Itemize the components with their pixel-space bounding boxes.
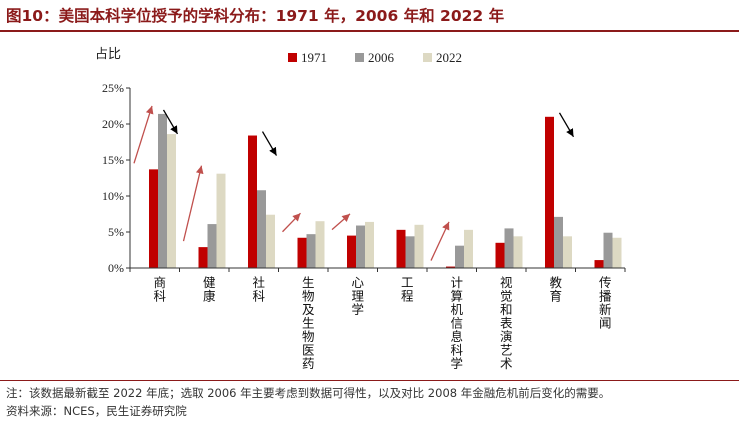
bar-2022-生物及生物医药 [315, 221, 325, 268]
x-category-label: 教育 [547, 275, 562, 303]
bar-1971-教育 [545, 116, 554, 268]
up-arrow-生物及生物医药 [282, 212, 301, 233]
x-category-label: 传播新闻 [597, 275, 612, 330]
footer-rule [0, 380, 739, 381]
down-arrow-商科 [162, 109, 179, 135]
bar-2022-传播新闻 [612, 237, 622, 268]
x-category-label: 商科 [151, 275, 166, 303]
bar-2006-传播新闻 [603, 232, 613, 268]
y-tick-label: 20% [102, 117, 124, 131]
bar-1971-健康 [198, 247, 208, 268]
up-arrow-心理学 [331, 213, 351, 231]
legend-swatch-2022 [423, 53, 432, 62]
bar-2022-计算机信息科学 [464, 229, 473, 268]
up-arrow-商科 [133, 105, 154, 164]
bars [149, 113, 622, 268]
bar-2022-健康 [216, 173, 226, 268]
y-tick-label: 25% [102, 81, 124, 95]
bar-1971-心理学 [347, 235, 356, 268]
bar-1971-工程 [396, 229, 406, 268]
bar-2022-视觉和表演艺术 [513, 236, 523, 268]
trend-arrows [133, 105, 575, 261]
y-tick-label: 10% [102, 189, 124, 203]
bar-2022-商科 [167, 134, 176, 268]
footnote: 注：该数据最新截至 2022 年底；选取 2006 年主要考虑到数据可得性，以及… [6, 386, 611, 400]
y-axis-label: 占比 [95, 47, 121, 62]
x-category-label: 健康 [201, 276, 216, 303]
x-category-label: 心理学 [349, 276, 364, 317]
bar-2006-商科 [158, 113, 167, 268]
bar-1971-社科 [248, 135, 257, 268]
bar-2006-心理学 [356, 225, 365, 268]
bar-chart: 1971 2006 2022 占比 0% 5% 10% 15% 20% 25% 商科 健康 社科 生… [95, 47, 626, 371]
bar-1971-视觉和表演艺术 [495, 242, 505, 268]
legend-swatch-1971 [288, 53, 297, 62]
bar-2022-工程 [414, 224, 424, 268]
legend-label-2006: 2006 [368, 50, 395, 65]
bar-1971-商科 [149, 169, 158, 268]
down-arrow-社科 [261, 131, 278, 156]
bar-2022-教育 [563, 236, 572, 268]
figure-title: 图10：美国本科学位授予的学科分布：1971 年，2006 年和 2022 年 [6, 7, 505, 25]
up-arrow-健康 [182, 165, 204, 242]
bar-2006-健康 [207, 224, 217, 268]
y-tick-label: 5% [108, 225, 124, 239]
legend-label-2022: 2022 [436, 50, 462, 65]
legend-swatch-2006 [355, 53, 364, 62]
bar-2006-教育 [554, 216, 563, 268]
source-note: 资料来源：NCES，民生证券研究院 [6, 404, 187, 418]
title-rule [0, 30, 739, 32]
bar-1971-计算机信息科学 [446, 266, 455, 268]
bar-2006-视觉和表演艺术 [504, 228, 514, 268]
x-category-label: 工程 [399, 276, 414, 303]
bar-2006-生物及生物医药 [306, 234, 316, 268]
chart-legend: 1971 2006 2022 [288, 50, 462, 65]
y-axis: 0% 5% 10% 15% 20% 25% [102, 81, 131, 275]
x-category-label: 视觉和表演艺术 [498, 275, 513, 371]
y-tick-label: 0% [108, 261, 124, 275]
down-arrow-教育 [558, 112, 575, 138]
up-arrow-计算机信息科学 [430, 221, 450, 261]
bar-2022-社科 [266, 214, 275, 268]
x-axis: 商科 健康 社科 生物及生物医药 心理学 工程 计算机信息科学 视觉和表演艺术 教育 传播新闻 [129, 267, 626, 371]
bar-2022-心理学 [365, 221, 374, 268]
x-category-label: 计算机信息科学 [448, 276, 463, 371]
legend-label-1971: 1971 [301, 50, 327, 65]
bar-2006-社科 [257, 190, 266, 268]
x-category-label: 生物及生物医药 [300, 276, 315, 371]
bar-2006-计算机信息科学 [455, 245, 464, 268]
x-category-label: 社科 [250, 275, 265, 303]
bar-1971-传播新闻 [594, 260, 604, 268]
bar-2006-工程 [405, 236, 415, 268]
bar-1971-生物及生物医药 [297, 237, 307, 268]
y-tick-label: 15% [102, 153, 124, 167]
